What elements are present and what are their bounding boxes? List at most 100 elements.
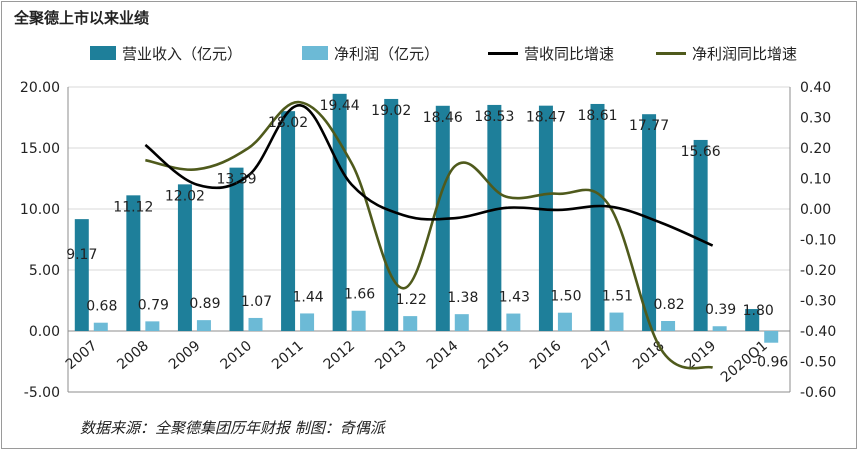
revenue-data-label: 18.61 xyxy=(577,108,617,124)
right-tick-label: -0.30 xyxy=(800,294,836,310)
legend: 营业收入（亿元） 净利润（亿元） 营收同比增速 净利润同比增速 xyxy=(90,38,850,68)
net-profit-bar xyxy=(609,312,624,331)
net-profit-bar xyxy=(351,310,366,331)
right-tick-label: -0.40 xyxy=(800,324,836,340)
net-profit-data-label: 1.07 xyxy=(241,294,272,310)
x-tick-label: 2014 xyxy=(424,338,462,373)
net-profit-bar xyxy=(93,322,108,331)
right-tick-label: 0.20 xyxy=(800,141,831,157)
net-profit-data-label: 1.44 xyxy=(292,289,323,305)
legend-line-net-profit-growth xyxy=(656,51,686,55)
right-tick-label: 0.00 xyxy=(800,202,831,218)
net-profit-data-label: -0.96 xyxy=(752,355,788,371)
left-tick-label: 15.00 xyxy=(20,141,60,157)
legend-swatch-net-profit xyxy=(302,46,328,60)
x-tick-label: 2013 xyxy=(372,338,410,373)
net-profit-bar xyxy=(403,316,418,331)
left-tick-label: 20.00 xyxy=(20,80,60,96)
revenue-bar xyxy=(745,309,760,331)
net-profit-data-label: 1.22 xyxy=(396,292,427,308)
revenue-bar xyxy=(74,219,89,331)
revenue-data-label: 18.46 xyxy=(423,110,463,126)
right-tick-label: 0.10 xyxy=(800,172,831,188)
right-tick-label: -0.20 xyxy=(800,263,836,279)
net-profit-data-label: 0.68 xyxy=(86,299,117,315)
net-profit-bar xyxy=(661,320,676,331)
left-tick-label: 10.00 xyxy=(20,202,60,218)
net-profit-bar xyxy=(145,321,160,331)
net-profit-growth-line xyxy=(145,100,714,370)
net-profit-data-label: 0.82 xyxy=(653,297,684,313)
right-tick-label: -0.60 xyxy=(800,385,836,401)
revenue-data-label: 11.12 xyxy=(113,199,153,215)
revenue-data-label: 13.39 xyxy=(216,172,256,188)
revenue-data-label: 18.47 xyxy=(526,110,566,126)
legend-item-net-profit: 净利润（亿元） xyxy=(302,38,439,68)
net-profit-data-label: 1.50 xyxy=(550,289,581,305)
net-profit-data-label: 1.43 xyxy=(499,290,530,306)
x-tick-label: 2010 xyxy=(217,338,255,373)
x-tick-label: 2012 xyxy=(321,338,359,373)
legend-item-net-profit-growth: 净利润同比增速 xyxy=(656,38,797,68)
revenue-data-label: 12.02 xyxy=(165,188,205,204)
net-profit-bar xyxy=(248,317,263,331)
revenue-bar xyxy=(281,111,296,331)
revenue-data-label: 19.44 xyxy=(320,98,360,114)
revenue-data-label: 9.17 xyxy=(66,247,97,263)
legend-label-revenue: 营业收入（亿元） xyxy=(122,44,243,63)
revenue-data-label: 18.53 xyxy=(474,109,514,125)
chart-title: 全聚德上市以来业绩 xyxy=(14,9,150,27)
left-tick-label: -5.00 xyxy=(24,385,60,401)
net-profit-data-label: 1.38 xyxy=(447,290,478,306)
x-tick-label: 2017 xyxy=(578,338,616,373)
revenue-bar xyxy=(332,93,347,331)
revenue-bar xyxy=(126,195,141,331)
x-tick-label: 2016 xyxy=(527,338,565,373)
right-tick-label: 0.30 xyxy=(800,111,831,127)
revenue-bar xyxy=(538,105,553,331)
revenue-data-label: 1.80 xyxy=(743,303,774,319)
net-profit-bar xyxy=(454,314,469,331)
left-tick-label: 5.00 xyxy=(29,263,60,279)
revenue-bar xyxy=(384,98,399,332)
legend-item-revenue-growth: 营收同比增速 xyxy=(488,38,614,68)
legend-item-revenue: 营业收入（亿元） xyxy=(90,38,242,68)
x-tick-label: 2018 xyxy=(630,338,668,373)
legend-label-net-profit: 净利润（亿元） xyxy=(334,44,440,63)
net-profit-bar xyxy=(764,331,779,343)
net-profit-bar xyxy=(557,312,572,331)
net-profit-data-label: 0.79 xyxy=(138,297,169,313)
revenue-bar xyxy=(177,184,192,331)
revenue-data-label: 15.66 xyxy=(681,144,721,160)
legend-label-revenue-growth: 营收同比增速 xyxy=(524,44,615,63)
net-profit-bar xyxy=(300,313,315,331)
legend-swatch-revenue xyxy=(90,46,116,60)
left-tick-label: 0.00 xyxy=(29,324,60,340)
right-tick-label: -0.50 xyxy=(800,355,836,371)
net-profit-data-label: 0.89 xyxy=(189,296,220,312)
net-profit-data-label: 0.39 xyxy=(705,302,736,318)
revenue-bar xyxy=(590,103,605,331)
revenue-bar xyxy=(642,114,657,332)
data-source-note: 数据来源：全聚德集团历年财报 制图：奇偶派 xyxy=(80,419,385,437)
net-profit-bar xyxy=(506,313,521,331)
revenue-data-label: 17.77 xyxy=(629,118,669,134)
revenue-growth-line xyxy=(144,103,714,247)
revenue-data-label: 18.02 xyxy=(268,115,308,131)
legend-line-revenue-growth xyxy=(488,51,518,55)
revenue-bar xyxy=(487,104,502,332)
x-tick-label: 2009 xyxy=(166,338,204,373)
revenue-data-label: 19.02 xyxy=(371,103,411,119)
x-tick-label: 2015 xyxy=(475,338,513,373)
net-profit-data-label: 1.51 xyxy=(602,289,633,305)
revenue-bar xyxy=(229,167,244,331)
net-profit-bar xyxy=(196,320,211,331)
revenue-bar xyxy=(693,139,708,331)
net-profit-bar xyxy=(712,326,727,331)
net-profit-data-label: 1.66 xyxy=(344,287,375,303)
right-tick-label: -0.10 xyxy=(800,233,836,249)
legend-label-net-profit-growth: 净利润同比增速 xyxy=(692,44,798,63)
right-tick-label: 0.40 xyxy=(800,80,831,96)
